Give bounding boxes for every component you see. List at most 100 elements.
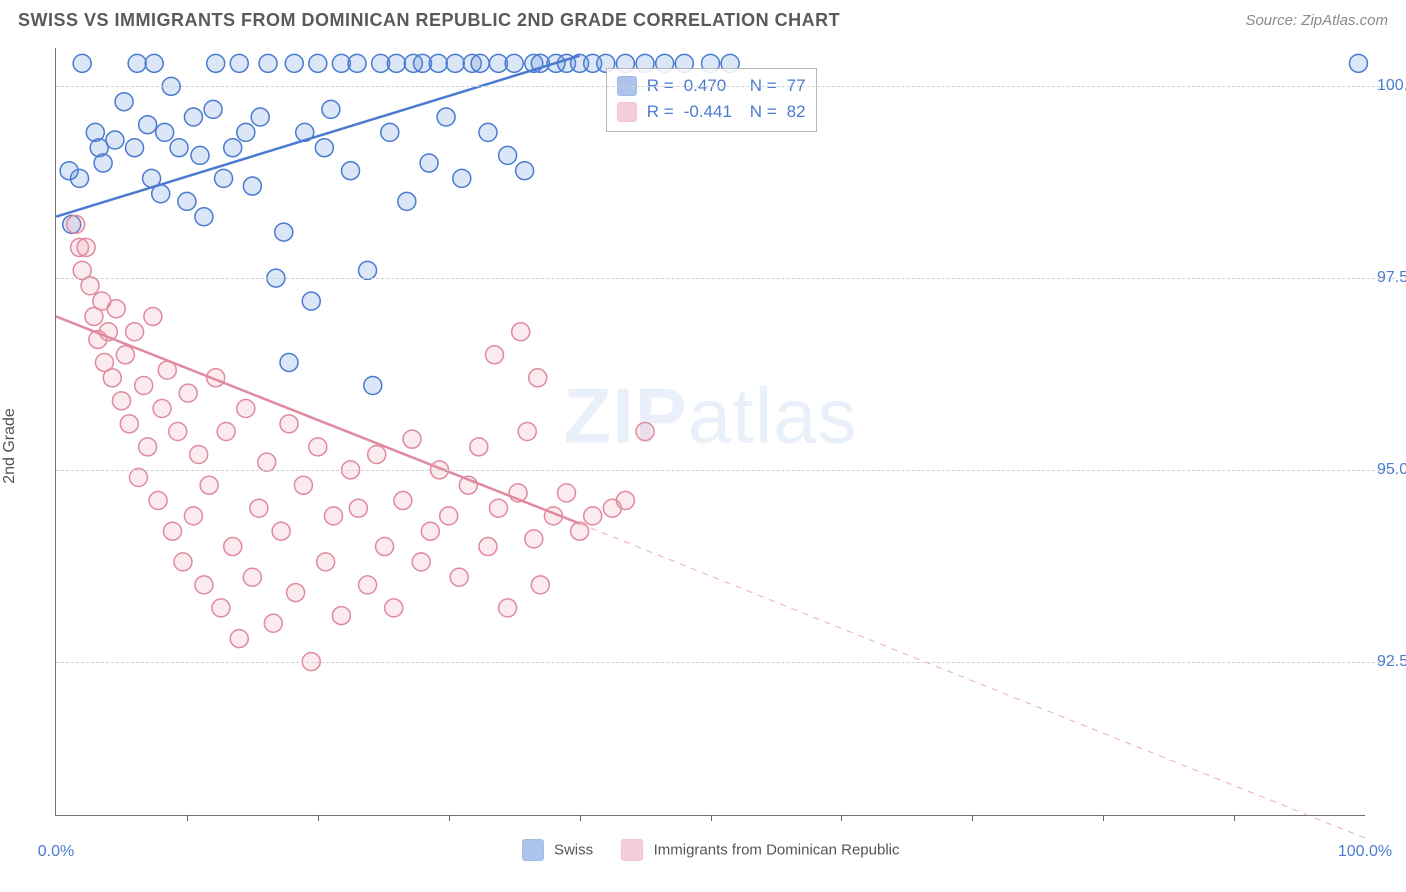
data-point <box>512 323 530 341</box>
data-point <box>106 131 124 149</box>
x-tick <box>449 815 450 821</box>
gridline <box>56 662 1395 663</box>
data-point <box>453 169 471 187</box>
data-point <box>191 146 209 164</box>
chart-svg <box>56 48 1365 815</box>
legend-label-swiss: Swiss <box>554 842 593 859</box>
data-point <box>636 423 654 441</box>
data-point <box>531 576 549 594</box>
data-point <box>499 599 517 617</box>
data-point <box>112 392 130 410</box>
data-point <box>139 438 157 456</box>
data-point <box>243 568 261 586</box>
data-point <box>302 292 320 310</box>
data-point <box>403 430 421 448</box>
data-point <box>128 54 146 72</box>
data-point <box>394 492 412 510</box>
data-point <box>364 376 382 394</box>
data-point <box>516 162 534 180</box>
legend-swatch-dominican-icon <box>621 839 643 861</box>
x-tick <box>711 815 712 821</box>
plot-area: ZIPatlas R = 0.470 N = 77 R = -0.441 N =… <box>55 48 1365 816</box>
data-point <box>107 300 125 318</box>
data-point <box>368 446 386 464</box>
data-point <box>309 438 327 456</box>
data-point <box>139 116 157 134</box>
data-point <box>505 54 523 72</box>
x-tick <box>318 815 319 821</box>
legend-label-dominican: Immigrants from Dominican Republic <box>654 842 900 859</box>
data-point <box>145 54 163 72</box>
source-label: Source: ZipAtlas.com <box>1245 12 1388 29</box>
r-value-2: -0.441 <box>684 99 740 125</box>
data-point <box>207 54 225 72</box>
data-point <box>184 108 202 126</box>
data-point <box>184 507 202 525</box>
data-point <box>115 93 133 111</box>
data-point <box>243 177 261 195</box>
data-point <box>294 476 312 494</box>
data-point <box>144 307 162 325</box>
x-tick <box>1234 815 1235 821</box>
trend-line <box>56 56 580 217</box>
data-point <box>174 553 192 571</box>
gridline <box>56 470 1395 471</box>
correlation-legend: R = 0.470 N = 77 R = -0.441 N = 82 <box>606 68 817 132</box>
n-label-2: N = <box>750 99 777 125</box>
data-point <box>342 162 360 180</box>
data-point <box>584 507 602 525</box>
data-point <box>272 522 290 540</box>
r-label-2: R = <box>647 99 674 125</box>
data-point <box>237 123 255 141</box>
data-point <box>94 154 112 172</box>
data-point <box>359 261 377 279</box>
data-point <box>204 100 222 118</box>
data-point <box>153 399 171 417</box>
data-point <box>1349 54 1367 72</box>
data-point <box>616 492 634 510</box>
x-tick <box>187 815 188 821</box>
data-point <box>224 538 242 556</box>
data-point <box>332 607 350 625</box>
data-point <box>120 415 138 433</box>
data-point <box>437 108 455 126</box>
data-point <box>450 568 468 586</box>
data-point <box>280 415 298 433</box>
y-tick-label: 97.5% <box>1377 269 1406 287</box>
data-point <box>259 54 277 72</box>
data-point <box>518 423 536 441</box>
data-point <box>73 54 91 72</box>
data-point <box>479 538 497 556</box>
data-point <box>325 507 343 525</box>
chart-title: SWISS VS IMMIGRANTS FROM DOMINICAN REPUB… <box>18 10 840 31</box>
data-point <box>429 54 447 72</box>
data-point <box>359 576 377 594</box>
swatch-dominican-icon <box>617 102 637 122</box>
data-point <box>217 423 235 441</box>
data-point <box>169 423 187 441</box>
data-point <box>250 499 268 517</box>
gridline <box>56 86 1395 87</box>
data-point <box>525 530 543 548</box>
data-point <box>170 139 188 157</box>
data-point <box>287 584 305 602</box>
data-point <box>421 522 439 540</box>
data-point <box>317 553 335 571</box>
data-point <box>440 507 458 525</box>
data-point <box>67 215 85 233</box>
x-max-label: 100.0% <box>1338 843 1392 861</box>
data-point <box>164 522 182 540</box>
y-tick-label: 95.0% <box>1377 461 1406 479</box>
x-tick <box>841 815 842 821</box>
data-point <box>178 192 196 210</box>
data-point <box>195 576 213 594</box>
data-point <box>558 484 576 502</box>
data-point <box>264 614 282 632</box>
data-point <box>385 599 403 617</box>
data-point <box>230 630 248 648</box>
data-point <box>479 123 497 141</box>
data-point <box>103 369 121 387</box>
trend-line-extrapolated <box>580 524 1365 838</box>
data-point <box>60 162 78 180</box>
data-point <box>149 492 167 510</box>
